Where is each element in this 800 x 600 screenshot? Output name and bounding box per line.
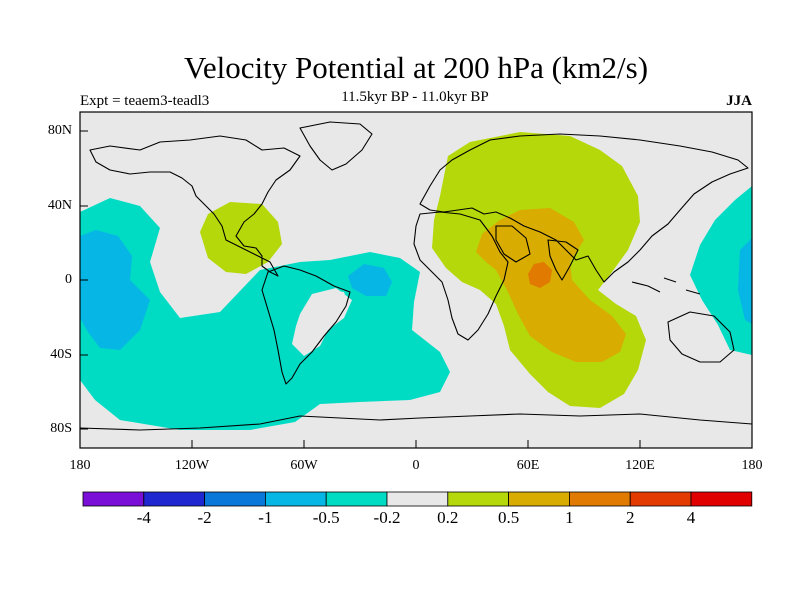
season-label: JJA — [726, 93, 752, 109]
x-tick-label: 120W — [174, 458, 210, 473]
continent-outlines — [80, 121, 752, 431]
negative-region-central-pacific — [80, 230, 150, 350]
colorbar-swatch — [82, 491, 145, 507]
colorbar-label: -1 — [258, 508, 273, 527]
colorbar — [82, 491, 753, 507]
coastline-greenland — [299, 121, 373, 171]
x-tick-label: 180 — [741, 458, 763, 473]
map-plot-area — [80, 112, 752, 448]
colorbar-swatch — [386, 491, 449, 507]
coastline-eurasia — [419, 133, 749, 283]
axis-ticks — [79, 130, 753, 448]
colorbar-label: 1 — [565, 508, 574, 527]
coastline-africa — [413, 211, 509, 341]
coastline-india — [547, 239, 579, 281]
coastline-arabia — [495, 225, 531, 263]
colorbar-label: 0.2 — [437, 508, 459, 527]
map-subtitle: 11.5kyr BP - 11.0kyr BP — [341, 89, 489, 105]
y-tick-label: 40S — [50, 347, 72, 362]
colorbar-swatch — [325, 491, 388, 507]
y-tick-label: 0 — [65, 272, 72, 287]
colorbar-swatch — [204, 491, 266, 507]
colorbar-label: 2 — [625, 508, 635, 527]
y-tick-label: 80S — [50, 421, 72, 436]
y-tick-label: 80N — [47, 123, 72, 138]
colorbar-label: -4 — [136, 508, 151, 527]
colorbar-swatch — [629, 491, 692, 507]
colorbar-label: -0.5 — [312, 508, 340, 527]
experiment-label: Expt = teaem3-teadl3 — [80, 93, 210, 109]
x-tick-label: 180 — [69, 458, 91, 473]
y-tick-label: 40N — [47, 198, 72, 213]
x-tick-label: 0 — [412, 458, 420, 473]
positive-region-arabian-sea — [528, 262, 552, 288]
x-tick-label: 60W — [290, 458, 318, 473]
colorbar-label: 0.5 — [497, 508, 520, 527]
coastline-antarctica — [80, 413, 752, 431]
coastline-north-america — [89, 135, 301, 277]
colorbar-swatch — [508, 491, 570, 507]
colorbar-swatch — [569, 491, 631, 507]
coastline-australia — [667, 311, 735, 363]
coastline-south-america — [261, 265, 351, 385]
negative-region-pacific-atlantic — [80, 198, 450, 430]
colorbar-swatch — [447, 491, 509, 507]
x-tick-label: 120E — [625, 458, 655, 473]
colorbar-swatch — [143, 491, 206, 507]
x-tick-label: 60E — [516, 458, 540, 473]
coastline-indonesia — [631, 277, 701, 295]
colorbar-label: 4 — [686, 508, 696, 527]
colorbar-swatch — [264, 491, 327, 507]
negative-region-atlantic-core — [348, 264, 392, 296]
positive-region-arabia-indian-ocean — [476, 208, 626, 362]
negative-region-west-edge — [738, 238, 752, 324]
colorbar-label: -0.2 — [373, 508, 401, 527]
colorbar-swatch — [690, 491, 753, 507]
neutral-gap-south-atlantic — [318, 290, 348, 312]
colorbar-label: -2 — [197, 508, 212, 527]
negative-region-west-pacific — [690, 186, 752, 355]
map-title: Velocity Potential at 200 hPa (km2/s) — [183, 50, 649, 85]
